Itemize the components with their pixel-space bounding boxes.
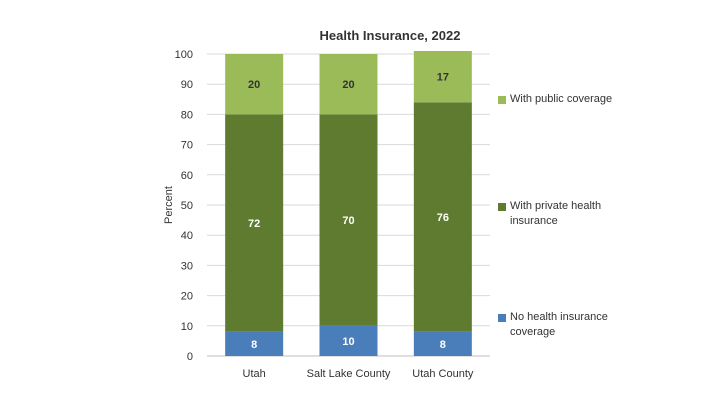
y-tick-label: 100 [175,49,193,61]
bar-segment [319,114,378,326]
y-axis-label: Percent [163,186,175,224]
legend-swatch [498,96,506,104]
y-tick-label: 40 [181,230,193,242]
bar-segment [225,54,284,115]
y-tick-label: 0 [187,351,193,363]
bar-segment [413,102,472,332]
data-label: 10 [342,336,354,348]
data-label: 20 [248,79,260,91]
y-tick-label: 50 [181,200,193,212]
y-axis-ticks: 0 10 20 30 40 50 60 70 80 90 100 [175,49,193,363]
bar-segment [225,114,284,332]
y-tick-label: 90 [181,79,193,91]
x-axis-ticks: Utah Salt Lake County Utah County [243,368,474,380]
data-label: 8 [440,339,446,351]
legend-label: With public coverage [510,93,613,105]
data-label: 70 [342,215,354,227]
bar-segment [413,50,472,103]
data-label: 76 [437,212,449,224]
bar-segment [413,331,472,356]
bars: 8 72 20 10 70 20 8 76 17 [225,50,472,356]
data-label: 8 [251,339,257,351]
chart-title: Health Insurance, 2022 [320,28,461,43]
bar-segment [319,54,378,115]
y-tick-label: 10 [181,321,193,333]
bar-segment [225,331,284,356]
y-tick-label: 60 [181,170,193,182]
legend-swatch [498,203,506,211]
y-tick-label: 80 [181,109,193,121]
x-tick-label: Utah County [412,368,474,380]
x-tick-label: Utah [243,368,266,380]
data-label: 17 [437,72,449,84]
y-tick-label: 70 [181,140,193,152]
x-tick-label: Salt Lake County [307,368,391,380]
y-tick-label: 30 [181,260,193,272]
legend-label: With private health insurance [510,200,602,227]
legend-swatch [498,314,506,322]
legend-label: No health insurance coverage [510,311,608,338]
data-label: 72 [248,218,260,230]
y-tick-label: 20 [181,291,193,303]
bar-segment [319,325,378,356]
data-label: 20 [342,79,354,91]
